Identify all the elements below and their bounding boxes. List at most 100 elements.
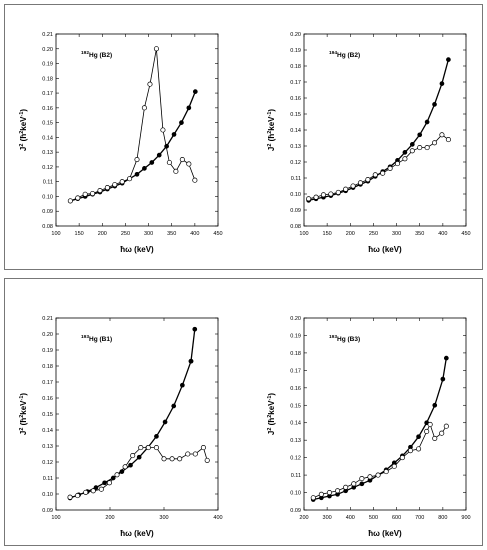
data-point-open — [130, 453, 136, 459]
y-tick-label: 0.18 — [42, 364, 53, 370]
data-point-open — [153, 445, 159, 451]
data-point-open — [350, 183, 356, 189]
y-tick-label: 0.16 — [290, 386, 301, 392]
data-point-filled — [417, 132, 423, 138]
data-point-open — [112, 182, 118, 188]
bottom-panel-frame — [4, 278, 483, 546]
data-point-filled — [134, 171, 140, 177]
data-point-open — [359, 476, 365, 482]
data-point-open — [147, 81, 153, 87]
series-line — [313, 357, 447, 501]
data-point-open — [365, 177, 371, 183]
data-point-open — [138, 445, 144, 451]
data-point-open — [439, 132, 445, 138]
data-point-filled — [432, 402, 438, 408]
y-tick-label: 0.11 — [43, 476, 53, 482]
data-point-open — [82, 191, 88, 197]
x-tick-label: 400 — [213, 515, 222, 521]
data-point-open — [443, 423, 449, 429]
series-line — [190, 329, 196, 362]
x-tick-label: 150 — [75, 231, 84, 237]
y-tick-label: 0.09 — [290, 508, 301, 514]
series-line — [308, 59, 450, 202]
data-point-open — [383, 469, 389, 475]
data-point-open — [160, 127, 166, 133]
y-tick-label: 0.15 — [42, 121, 53, 127]
x-tick-label: 400 — [438, 231, 447, 237]
data-point-open — [177, 456, 183, 462]
data-point-filled — [439, 81, 445, 86]
data-point-open — [343, 484, 349, 490]
x-tick-label: 200 — [98, 231, 107, 237]
data-point-filled — [179, 120, 184, 125]
data-point-open — [391, 463, 397, 469]
data-point-filled — [192, 89, 198, 94]
y-tick-label: 0.13 — [290, 438, 301, 444]
series-line — [69, 360, 192, 499]
x-tick-label: 250 — [369, 231, 378, 237]
data-point-filled — [149, 160, 155, 165]
data-point-open — [407, 448, 414, 454]
data-point-open — [306, 196, 312, 202]
y-tick-label: 0.16 — [290, 96, 301, 102]
x-tick-label: 450 — [213, 231, 222, 237]
x-tick-label: 800 — [438, 515, 447, 521]
data-point-open — [328, 191, 334, 197]
data-point-open — [173, 168, 179, 174]
data-point-filled — [359, 481, 365, 487]
nucleus-mass-number: 194 — [329, 50, 337, 56]
y-tick-label: 0.20 — [42, 332, 53, 338]
data-point-open — [169, 456, 175, 462]
data-point-open — [119, 179, 125, 185]
data-point-open — [416, 446, 422, 452]
x-tick-label: 400 — [190, 231, 199, 237]
data-point-open — [67, 494, 73, 500]
data-point-open — [313, 194, 319, 200]
data-point-open — [318, 491, 324, 497]
data-point-open — [134, 156, 140, 163]
data-point-filled — [443, 355, 449, 361]
y-tick-label: 0.19 — [290, 333, 301, 339]
data-point-open — [98, 486, 104, 492]
data-point-filled — [162, 419, 168, 425]
data-point-open — [367, 474, 373, 480]
x-tick-label: 500 — [369, 515, 378, 521]
data-point-filled — [402, 150, 408, 155]
nucleus-name: Hg (B3) — [337, 336, 360, 343]
data-point-open — [161, 456, 167, 462]
y-tick-label: 0.14 — [42, 428, 53, 434]
x-axis-label: ħω (keV) — [120, 245, 154, 254]
data-point-open — [431, 140, 438, 146]
data-point-filled — [142, 166, 147, 171]
data-point-open — [122, 464, 128, 470]
chart-hg193-b3: 0.09 0.10 0.11 0.12 0.13 0.14 0.15 0.16 0.17 0.18… — [267, 316, 471, 538]
series-line — [70, 91, 196, 202]
data-point-open — [375, 472, 381, 478]
y-tick-label: 0.13 — [42, 150, 53, 156]
y-tick-label: 0.17 — [290, 80, 301, 86]
y-tick-label: 0.20 — [42, 47, 53, 53]
y-tick-label: 0.11 — [291, 473, 301, 479]
plot-frame — [303, 317, 467, 511]
data-point-filled — [186, 105, 192, 111]
data-point-open — [192, 177, 198, 183]
data-point-open — [127, 176, 133, 182]
y-tick-label: 0.10 — [42, 194, 53, 200]
data-point-open — [445, 137, 451, 143]
y-tick-label: 0.21 — [42, 316, 53, 322]
x-tick-label: 100 — [51, 231, 60, 237]
y-tick-label: 0.18 — [290, 64, 301, 70]
data-point-open — [106, 480, 113, 486]
y-tick-label: 0.14 — [290, 421, 301, 427]
chart-hg193-b1: 0.09 0.10 0.11 0.12 0.13 0.14 0.15 0.16 0.17 0.18… — [19, 316, 223, 538]
y-axis-label: J2 (ħ2keV-1) — [267, 393, 276, 435]
data-point-filled — [136, 454, 142, 460]
y-tick-label: 0.09 — [290, 208, 301, 214]
x-tick-label: 300 — [323, 515, 332, 521]
y-tick-label: 0.19 — [290, 48, 301, 54]
x-tick-label: 350 — [167, 231, 176, 237]
top-panel-frame — [4, 4, 483, 270]
data-point-open — [75, 493, 81, 499]
data-point-open — [310, 495, 316, 501]
data-point-open — [104, 185, 110, 191]
